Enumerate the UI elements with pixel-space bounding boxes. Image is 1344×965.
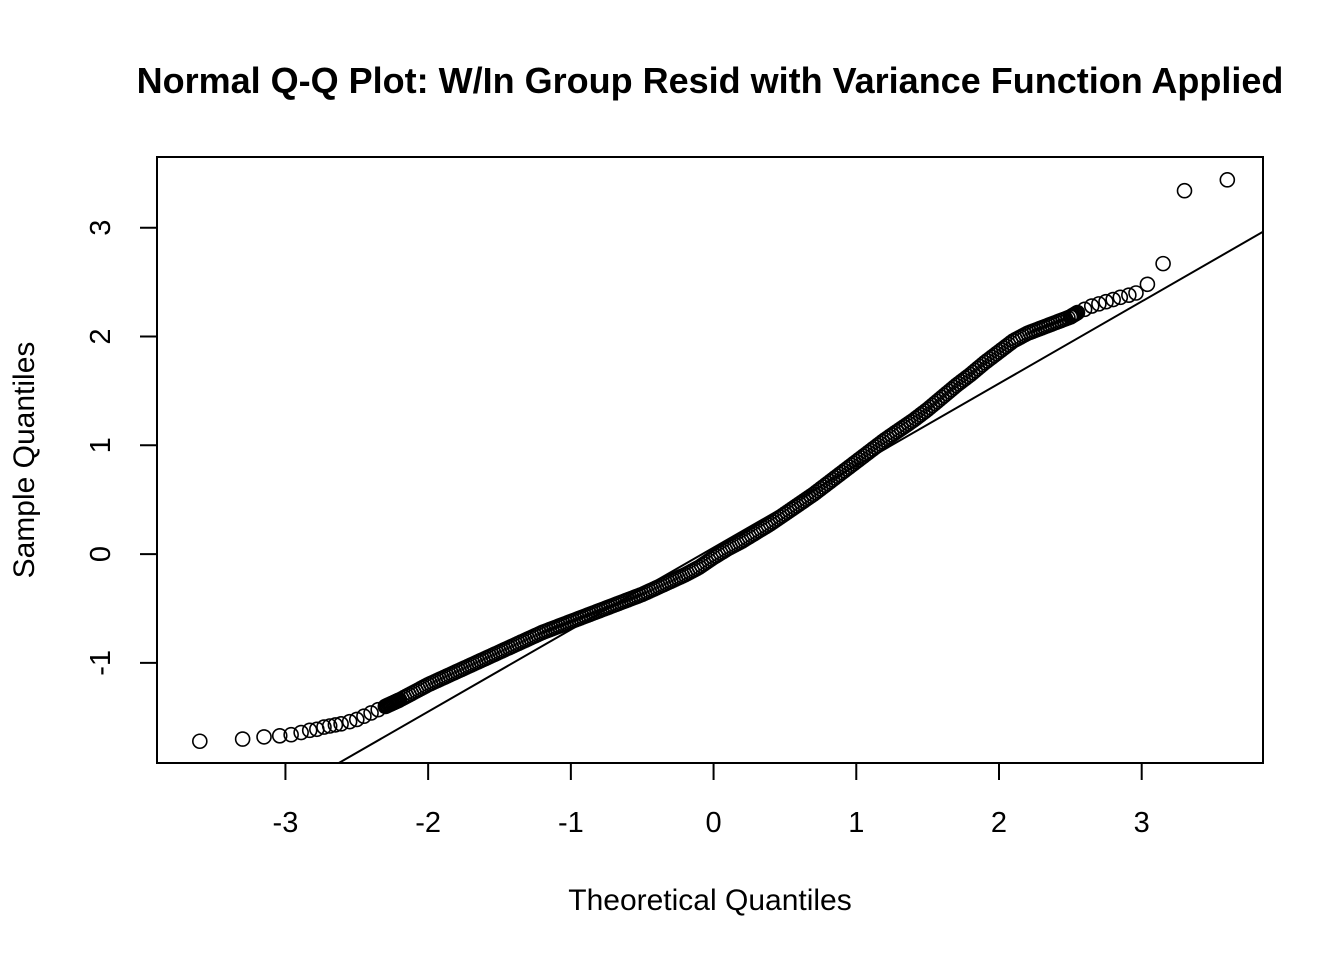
- x-tick-label: 3: [1134, 807, 1150, 839]
- data-point: [348, 711, 365, 728]
- data-point: [293, 724, 309, 741]
- data-point: [1155, 255, 1171, 272]
- data-point-dense: [1068, 305, 1085, 322]
- data-point: [1105, 291, 1121, 308]
- y-tick-label: 1: [85, 437, 117, 453]
- data-point: [1091, 296, 1107, 312]
- y-tick-label: 0: [85, 546, 117, 562]
- data-point: [1219, 172, 1236, 188]
- data-point: [234, 731, 251, 747]
- data-point: [327, 717, 344, 733]
- data-point: [1128, 285, 1144, 301]
- data-point-dense: [401, 687, 417, 703]
- data-point: [1121, 287, 1137, 303]
- data-point-dense: [955, 372, 972, 388]
- data-point: [301, 722, 318, 739]
- data-point: [1098, 293, 1114, 310]
- data-point-dense: [969, 360, 986, 377]
- data-point-dense: [926, 395, 943, 412]
- data-point: [283, 726, 299, 743]
- data-point: [341, 713, 358, 730]
- y-tick-label: -1: [85, 650, 117, 676]
- data-point-dense: [941, 383, 957, 400]
- y-tick-label: 3: [85, 220, 117, 236]
- data-point: [316, 719, 332, 735]
- data-point: [333, 716, 349, 732]
- x-tick-label: 0: [705, 807, 721, 839]
- data-point: [1176, 182, 1193, 199]
- data-point: [256, 729, 272, 745]
- data-point: [1083, 298, 1100, 314]
- data-point: [363, 705, 379, 721]
- data-point: [1112, 289, 1129, 306]
- x-tick-label: -1: [558, 807, 584, 839]
- data-point: [1139, 276, 1156, 293]
- data-point-dense: [912, 407, 929, 423]
- chart-title: Normal Q-Q Plot: W/In Group Resid with V…: [137, 60, 1284, 101]
- plot-frame: [156, 156, 1264, 764]
- data-point: [356, 708, 372, 725]
- x-tick-label: 1: [848, 807, 864, 839]
- y-tick-label: 2: [85, 328, 117, 344]
- x-tick-label: -3: [273, 807, 299, 839]
- qq-reference-line: [336, 230, 1263, 763]
- data-point: [271, 728, 288, 744]
- data-point: [321, 718, 338, 734]
- y-axis-label: Sample Quantiles: [8, 342, 41, 579]
- data-point: [192, 733, 208, 750]
- x-tick-label: 2: [991, 807, 1007, 839]
- x-tick-label: -2: [415, 807, 441, 839]
- x-axis-label: Theoretical Quantiles: [568, 884, 851, 917]
